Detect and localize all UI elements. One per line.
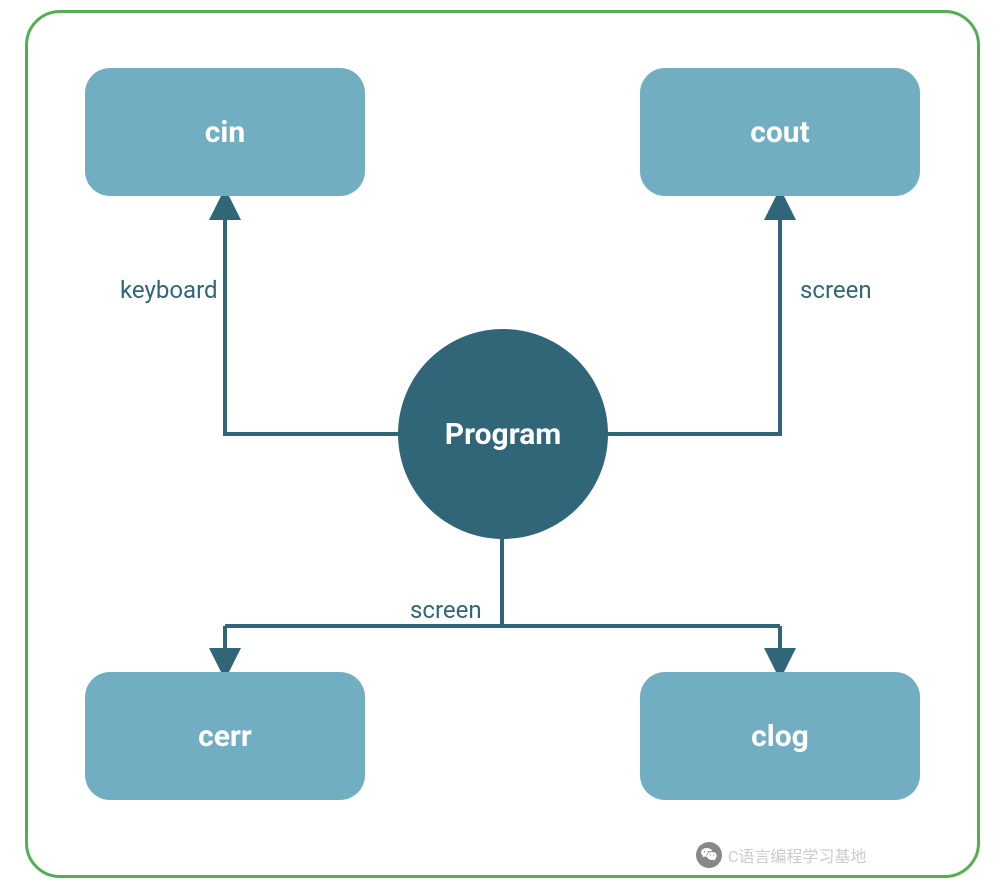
- node-program: Program: [398, 329, 608, 539]
- node-clog-label: clog: [751, 719, 809, 754]
- edge-label-keyboard: keyboard: [120, 276, 218, 304]
- node-program-label: Program: [445, 417, 561, 452]
- edge-label-screen-top: screen: [800, 276, 872, 304]
- node-cin-label: cin: [205, 115, 245, 150]
- node-cin: cin: [85, 68, 365, 196]
- node-cout: cout: [640, 68, 920, 196]
- watermark: C语言编程学习基地: [696, 842, 866, 868]
- node-clog: clog: [640, 672, 920, 800]
- node-cerr: cerr: [85, 672, 365, 800]
- node-cerr-label: cerr: [198, 719, 252, 754]
- edge-label-screen-bottom: screen: [410, 596, 482, 624]
- node-cout-label: cout: [750, 115, 810, 150]
- watermark-text: C语言编程学习基地: [728, 843, 866, 867]
- wechat-icon: [696, 842, 722, 868]
